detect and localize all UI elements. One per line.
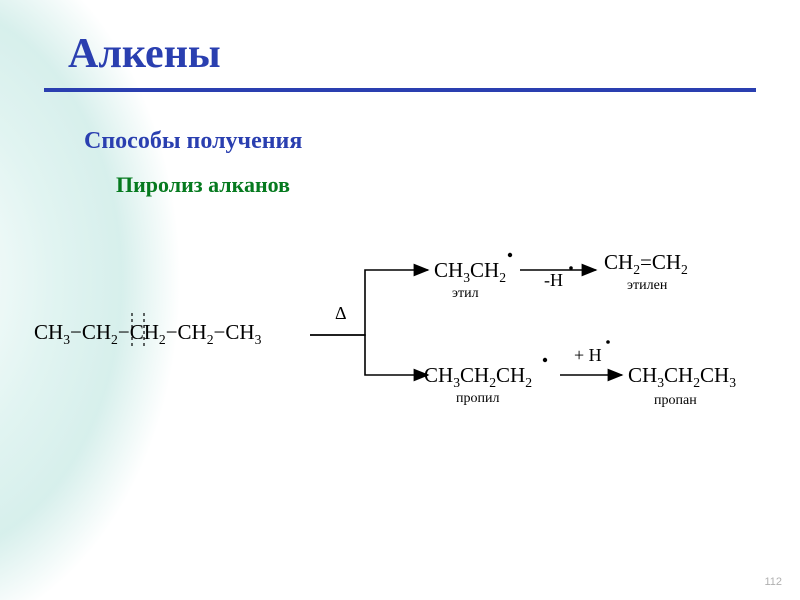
ethylene-formula: CH2=CH2 [604,250,688,275]
fork-arrow-top [310,270,428,335]
fork-arrow-bottom [310,335,428,375]
propane-label: пропан [654,393,697,409]
propane-formula: CH3CH2CH3 [628,363,736,388]
reactant-formula: CH3−CH2−CH2−CH2−CH3 [34,320,261,345]
ethylene-label: этилен [627,278,667,294]
page-number: 112 [764,576,782,588]
slide-title: Алкены [68,30,221,78]
title-underline [44,88,756,92]
radical-dot-propyl [543,358,547,362]
ethyl-label: этил [452,286,479,302]
radical-dot-h-bottom [606,340,610,344]
ethyl-formula: CH3CH2 [434,258,506,283]
delta-symbol: Δ [335,303,347,324]
bottom-arrow-annotation: + H [574,345,602,366]
top-arrow-annotation: -H [544,270,563,291]
section-heading: Пиролиз алканов [116,172,290,198]
reaction-diagram: CH3−CH2−CH2−CH2−CH3 Δ CH3CH2 этил -H CH2… [0,220,800,480]
propyl-formula: CH3CH2CH2 [424,363,532,388]
propyl-label: пропил [456,391,499,407]
slide-subtitle: Способы получения [84,128,302,155]
slide: Алкены Способы получения Пиролиз алканов [0,0,800,600]
radical-dot-h-top [569,266,573,270]
radical-dot-ethyl [508,253,512,257]
